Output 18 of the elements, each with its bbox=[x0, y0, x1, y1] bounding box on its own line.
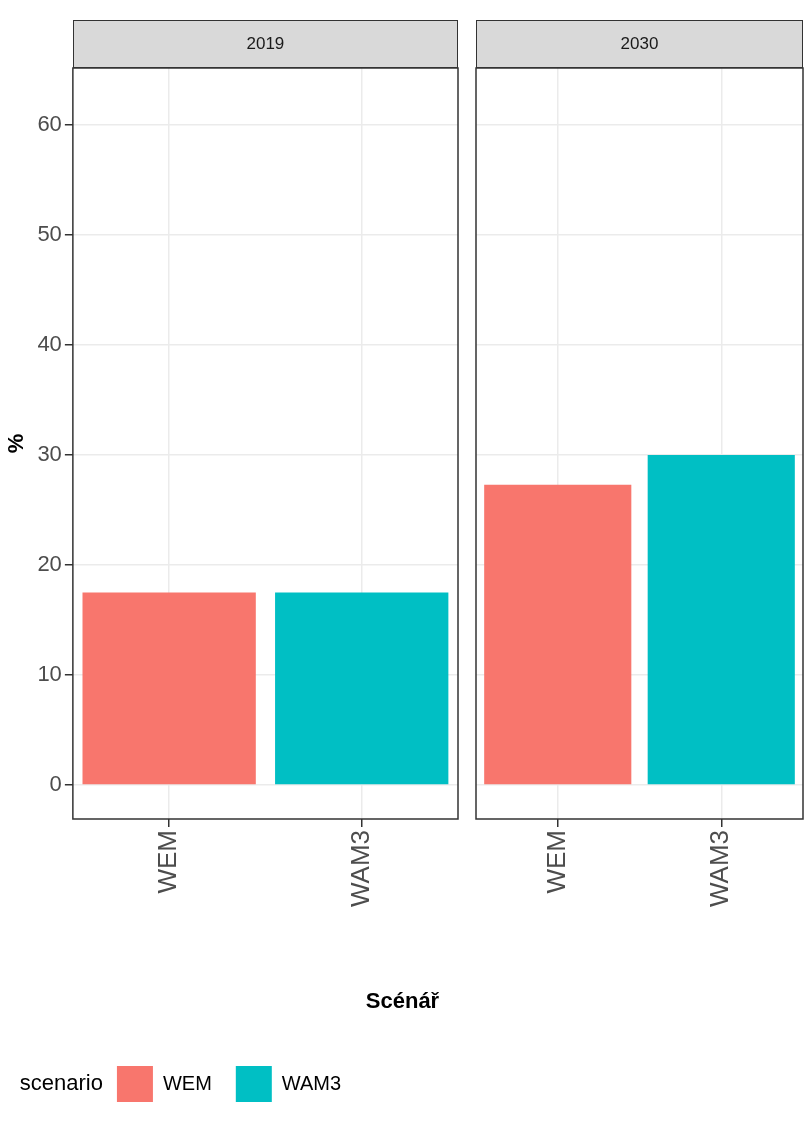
legend-label: WEM bbox=[162, 1071, 212, 1094]
y-tick-label: 20 bbox=[37, 551, 62, 577]
x-tick-label: WAM3 bbox=[704, 829, 735, 908]
y-tick-label: 0 bbox=[49, 770, 62, 796]
legend-label: WAM3 bbox=[281, 1071, 342, 1094]
legend-title: scenario bbox=[19, 1070, 103, 1096]
chart-title: 2019 bbox=[72, 20, 458, 68]
y-tick-label: 10 bbox=[37, 660, 62, 686]
y-axis-title: % bbox=[3, 433, 29, 454]
x-tick-label: WEM bbox=[152, 829, 183, 894]
y-tick-label: 40 bbox=[37, 331, 62, 357]
y-tick-label: 50 bbox=[37, 221, 62, 247]
y-tick-label: 30 bbox=[37, 441, 62, 467]
x-tick-label: WAM3 bbox=[344, 829, 375, 908]
x-tick-label: WEM bbox=[540, 829, 571, 894]
x-axis-title: Scénář bbox=[364, 988, 441, 1014]
y-tick-label: 60 bbox=[37, 111, 62, 137]
chart-title: 2030 bbox=[476, 20, 803, 68]
